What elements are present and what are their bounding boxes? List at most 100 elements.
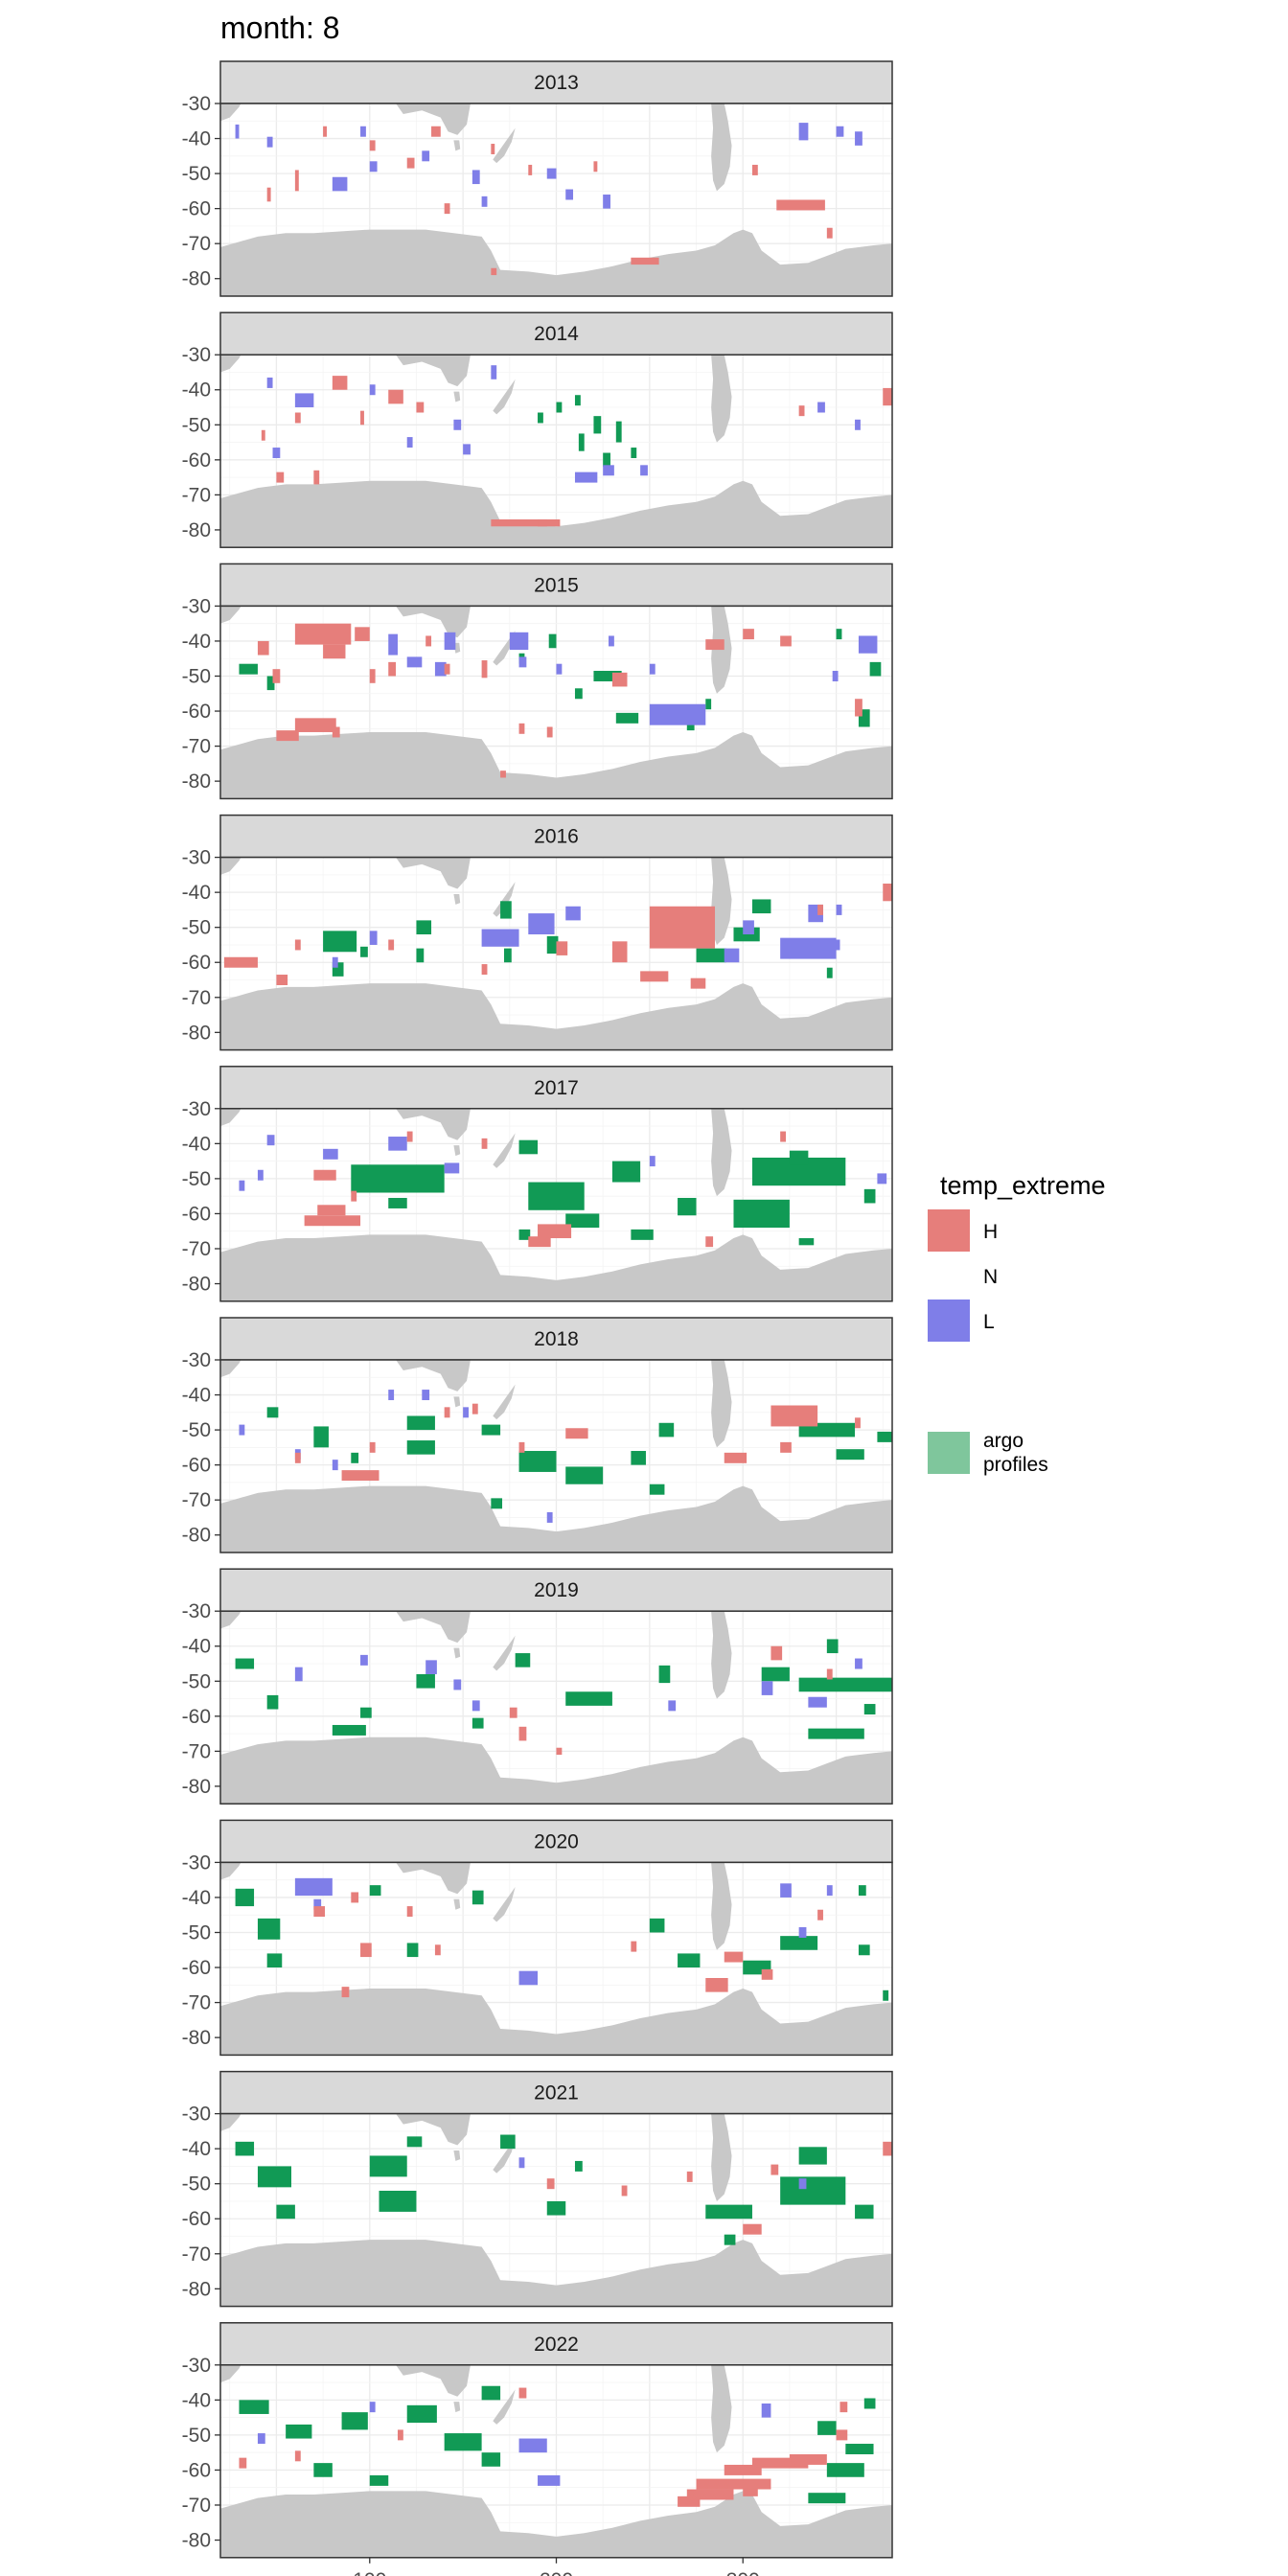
cell-L bbox=[426, 1660, 437, 1674]
cell-H bbox=[481, 964, 488, 976]
land-australia bbox=[396, 606, 471, 638]
cell-L bbox=[518, 656, 527, 668]
facet-strip-label: 2020 bbox=[534, 1830, 579, 1852]
cell-H bbox=[491, 518, 547, 527]
cell-H bbox=[406, 1906, 413, 1918]
cell-L bbox=[609, 635, 614, 647]
land-antarctica bbox=[220, 229, 892, 296]
cell-H bbox=[304, 1215, 361, 1227]
cell-L bbox=[649, 663, 656, 675]
cell-H bbox=[836, 2429, 848, 2441]
facet-panel-2017: 2017 -30 -40 -50 -60 -70 -80 bbox=[182, 1066, 893, 1302]
cell-L bbox=[369, 161, 378, 172]
cell-L bbox=[518, 2438, 547, 2453]
cell-argo bbox=[780, 2176, 846, 2205]
cell-L bbox=[434, 661, 447, 677]
cell-argo bbox=[416, 1673, 435, 1689]
land-tasmania bbox=[453, 893, 461, 905]
cell-H bbox=[780, 1441, 792, 1453]
cell-argo bbox=[416, 948, 425, 963]
y-tick-label: -40 bbox=[182, 2138, 211, 2160]
cell-L bbox=[481, 929, 519, 947]
facet-panel-2020: 2020 -30 -40 -50 -60 -70 -80 bbox=[182, 1819, 893, 2057]
land-africa bbox=[220, 104, 242, 122]
land-tasmania bbox=[453, 1647, 461, 1659]
y-tick-label: -50 bbox=[182, 917, 211, 939]
land-antarctica bbox=[220, 1988, 892, 2056]
cell-L bbox=[422, 150, 430, 162]
cell-argo bbox=[406, 1943, 419, 1958]
cell-H bbox=[538, 518, 561, 527]
cell-L bbox=[826, 1885, 833, 1897]
cell-H bbox=[840, 2402, 848, 2413]
cell-H bbox=[640, 971, 669, 982]
y-tick-label: -40 bbox=[182, 1636, 211, 1658]
cell-H bbox=[509, 1707, 518, 1718]
land-new-zealand bbox=[493, 1635, 516, 1671]
cell-argo bbox=[678, 1953, 701, 1968]
land-south-america bbox=[711, 857, 732, 945]
cell-argo bbox=[503, 948, 512, 963]
y-tick-label: -70 bbox=[182, 1740, 211, 1762]
cell-H bbox=[528, 164, 533, 175]
plot-area bbox=[220, 2113, 892, 2307]
y-tick-label: -80 bbox=[182, 770, 211, 793]
land-tasmania bbox=[453, 1145, 461, 1157]
x-tick-label: 200 bbox=[540, 2569, 573, 2576]
cell-H bbox=[341, 1987, 350, 1998]
cell-H bbox=[261, 429, 265, 441]
cell-H bbox=[406, 1131, 413, 1142]
land-south-america bbox=[711, 1108, 732, 1197]
cell-argo bbox=[286, 2424, 312, 2439]
cell-L bbox=[780, 1883, 792, 1898]
cell-H bbox=[276, 730, 299, 742]
cell-argo bbox=[369, 2155, 407, 2177]
cell-H bbox=[388, 939, 395, 951]
cell-H bbox=[332, 726, 340, 738]
y-tick-label: -40 bbox=[182, 128, 211, 150]
cell-argo bbox=[351, 1164, 445, 1193]
cell-argo bbox=[332, 962, 344, 977]
cell-H bbox=[780, 635, 792, 647]
cell-L bbox=[565, 189, 574, 200]
facet-panel-2016: 2016 -30 -40 -50 -60 -70 -80 bbox=[182, 814, 893, 1051]
land-antarctica bbox=[220, 480, 892, 548]
cell-L bbox=[761, 2404, 771, 2418]
cell-L bbox=[574, 472, 598, 483]
cell-argo bbox=[235, 1888, 255, 1907]
y-tick-label: -80 bbox=[182, 1274, 211, 1296]
cell-argo bbox=[235, 1658, 255, 1669]
land-australia bbox=[396, 1611, 471, 1644]
cell-H bbox=[332, 376, 348, 390]
y-tick-label: -70 bbox=[182, 1992, 211, 2014]
legend-label: argo profiles bbox=[983, 1430, 1048, 1476]
cell-H bbox=[724, 2464, 762, 2475]
cell-L bbox=[472, 1700, 480, 1712]
cell-L bbox=[406, 656, 423, 668]
cell-L bbox=[360, 126, 366, 137]
cell-H bbox=[770, 1645, 783, 1661]
facet-strip bbox=[219, 60, 893, 104]
y-tick-label: -50 bbox=[182, 1419, 211, 1441]
panel-border bbox=[219, 856, 893, 1051]
cell-H bbox=[798, 405, 805, 417]
cell-argo bbox=[406, 2136, 423, 2148]
facet-strip bbox=[219, 1568, 893, 1612]
panel-border bbox=[219, 605, 893, 800]
y-tick-label: -60 bbox=[182, 1706, 211, 1728]
cell-argo bbox=[658, 1665, 671, 1684]
cell-H bbox=[751, 2457, 809, 2469]
y-tick-label: -60 bbox=[182, 2459, 211, 2481]
cell-L bbox=[235, 124, 240, 139]
cell-argo bbox=[733, 1199, 790, 1229]
cell-L bbox=[855, 419, 861, 430]
cell-argo bbox=[313, 2463, 333, 2477]
cell-argo bbox=[855, 2204, 874, 2220]
cell-L bbox=[649, 703, 706, 725]
cell-argo bbox=[808, 1728, 864, 1739]
cell-L bbox=[761, 1681, 773, 1695]
land-south-america bbox=[711, 355, 732, 443]
cell-H bbox=[826, 1668, 833, 1680]
y-tick-label: -40 bbox=[182, 1133, 211, 1155]
cell-argo bbox=[565, 1691, 612, 1706]
